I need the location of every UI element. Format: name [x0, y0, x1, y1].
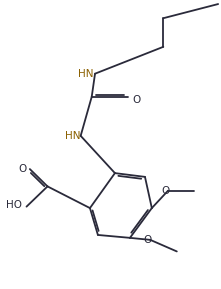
- Text: HN: HN: [78, 69, 94, 79]
- Text: HN: HN: [65, 131, 81, 141]
- Text: HO: HO: [6, 200, 21, 210]
- Text: O: O: [19, 164, 27, 174]
- Text: O: O: [133, 95, 141, 105]
- Text: O: O: [144, 235, 152, 245]
- Text: O: O: [161, 186, 170, 196]
